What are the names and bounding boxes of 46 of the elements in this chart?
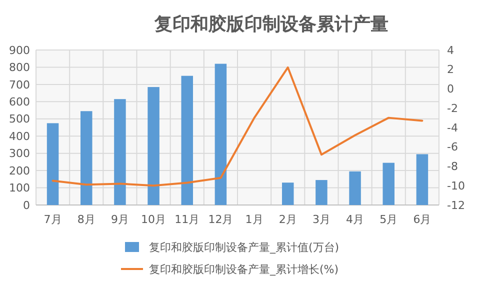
x-tick-label: 9月 [110,213,129,226]
x-tick-label: 7月 [44,213,62,226]
legend-label: 复印和胶版印制设备产量_累计值(万台) [149,240,340,254]
y2-tick-label: -2 [447,102,458,115]
x-tick-label: 5月 [380,213,398,226]
x-tick-label: 12月 [208,213,234,226]
y-tick-label: 100 [9,182,30,195]
y-tick-label: 800 [9,61,30,74]
x-tick-label: 1月 [245,213,264,226]
bar [114,99,126,205]
legend-label: 复印和胶版印制设备产量_累计增长(%) [149,262,339,276]
bar [282,182,294,205]
bar [416,154,428,205]
x-tick-label: 4月 [346,213,364,226]
y-tick-label: 500 [9,112,30,126]
bar [214,64,227,205]
y2-tick-label: -8 [447,160,458,174]
y2-tick-label: 4 [447,44,454,57]
x-tick-label: 11月 [174,213,200,226]
bar [148,87,160,205]
bar [181,76,193,205]
y-tick-label: 0 [23,198,30,212]
y-tick-label: 600 [9,96,30,109]
y2-tick-label: -4 [447,121,458,134]
y-tick-label: 300 [9,147,30,160]
line-series [52,66,424,187]
y-tick-label: 200 [9,164,30,178]
x-tick-label: 8月 [77,213,96,226]
x-tick-label: 3月 [312,213,330,226]
y-tick-label: 700 [9,78,30,92]
y-tick-label: 900 [9,44,30,57]
x-tick-label: 6月 [413,213,432,226]
y2-tick-label: 0 [447,82,454,96]
bar [80,111,92,205]
y2-tick-label: -12 [447,198,465,212]
bar [316,180,328,205]
chart-title: 复印和胶版印制设备累计产量 [154,14,388,35]
y-tick-label: 400 [9,130,30,143]
y2-tick-label: -6 [447,140,458,154]
y2-tick-label: -10 [447,179,465,192]
bar [382,162,394,205]
y2-tick-label: 2 [447,63,454,76]
x-tick-label: 10月 [141,213,166,226]
bar [349,171,361,205]
x-tick-label: 2月 [278,213,297,226]
bar [46,123,59,205]
